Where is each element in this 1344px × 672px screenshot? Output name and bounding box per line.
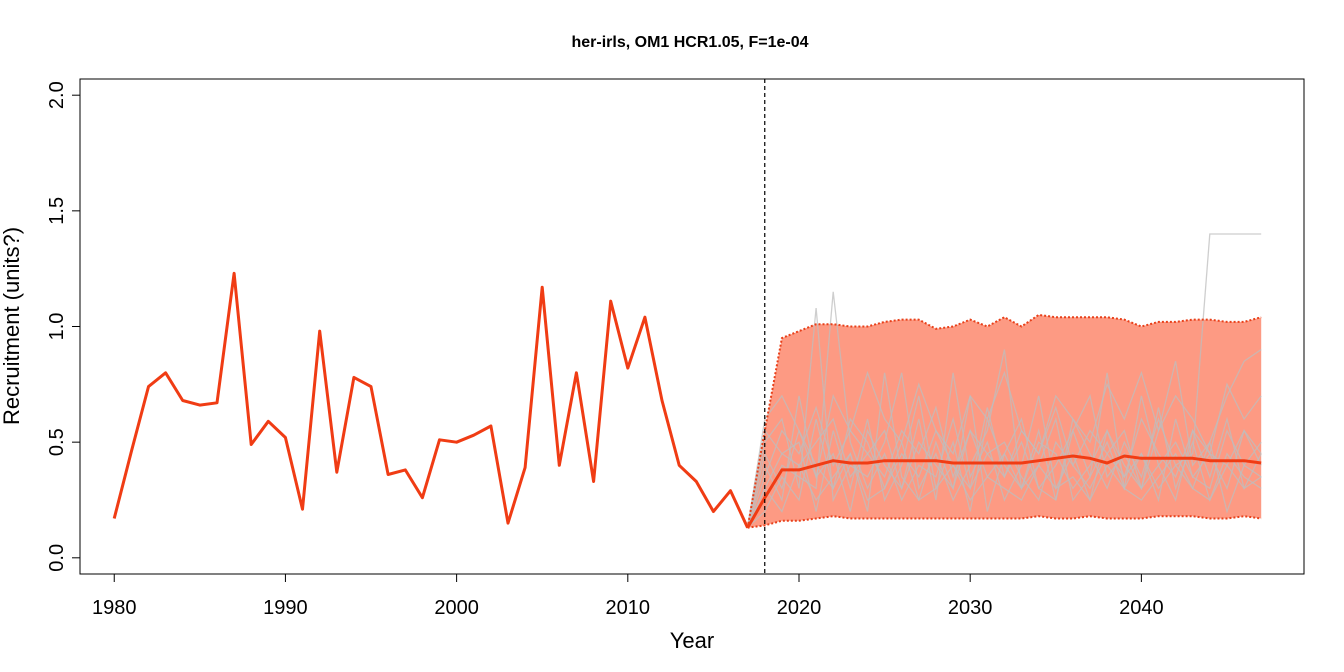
y-tick-label-2: 1.0 bbox=[46, 313, 68, 341]
historical-recruitment-line bbox=[112, 271, 749, 529]
y-tick-label-0: 0.0 bbox=[46, 544, 68, 572]
iteration-line-3 bbox=[746, 372, 1262, 528]
iteration-line-4 bbox=[746, 307, 1262, 528]
x-tick-label-2030: 2030 bbox=[948, 597, 993, 619]
iteration-line-9 bbox=[747, 440, 1262, 528]
x-tick-label-2040: 2040 bbox=[1119, 597, 1164, 619]
y-axis-label: Recruitment (units?) bbox=[0, 227, 24, 425]
x-tick-label-1990: 1990 bbox=[263, 597, 308, 619]
y-axis-ticks: 0.0 0.5 1.0 1.5 2.0 bbox=[46, 81, 80, 572]
iteration-line-8 bbox=[746, 233, 1262, 528]
iteration-line-7 bbox=[746, 349, 1262, 528]
x-tick-label-2010: 2010 bbox=[606, 597, 651, 619]
plot-content bbox=[112, 79, 1262, 574]
iteration-line-5 bbox=[747, 291, 1262, 529]
x-tick-label-2000: 2000 bbox=[434, 597, 479, 619]
y-tick-label-1: 0.5 bbox=[46, 428, 68, 456]
x-axis-ticks: 1980 1990 2000 2010 2020 2030 2040 bbox=[92, 574, 1164, 619]
y-tick-label-3: 1.5 bbox=[46, 197, 68, 225]
chart-title: her-irls, OM1 HCR1.05, F=1e-04 bbox=[572, 34, 809, 51]
x-tick-label-2020: 2020 bbox=[777, 597, 822, 619]
upper-bound-line bbox=[746, 313, 1262, 528]
y-tick-label-4: 2.0 bbox=[46, 81, 68, 109]
x-axis-label: Year bbox=[670, 628, 714, 653]
x-tick-label-1980: 1980 bbox=[92, 597, 137, 619]
uncertainty-band bbox=[747, 314, 1262, 528]
iteration-line-10 bbox=[746, 370, 1262, 528]
median-projection-line bbox=[746, 454, 1262, 529]
lower-bound-line bbox=[747, 515, 1262, 529]
